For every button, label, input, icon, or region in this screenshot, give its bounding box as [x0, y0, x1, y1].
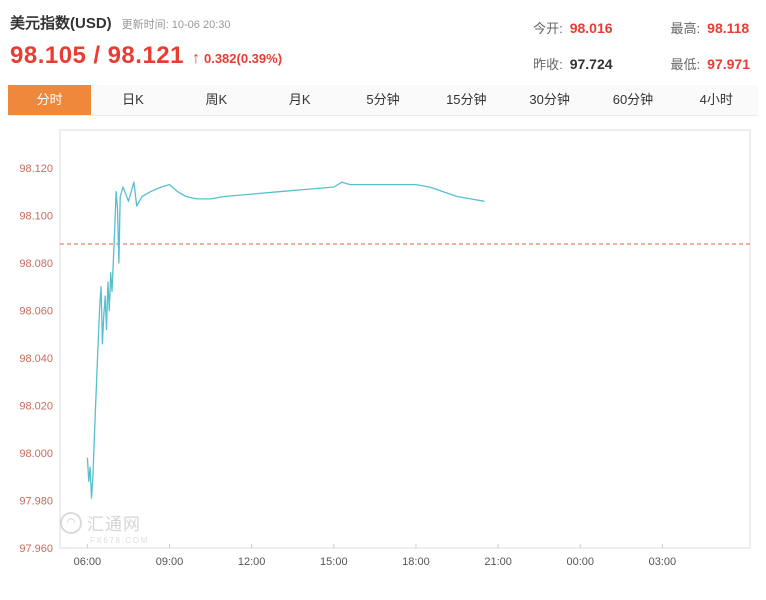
quote-main: 美元指数(USD) 更新时间: 10-06 20:30 98.105 / 98.… [10, 12, 282, 73]
ask-price: 98.121 [107, 42, 184, 69]
tab-5min[interactable]: 5分钟 [366, 92, 400, 107]
watermark-name: 汇通网 [87, 515, 141, 534]
svg-text:00:00: 00:00 [566, 556, 594, 568]
svg-text:98.120: 98.120 [19, 163, 53, 175]
svg-text:98.080: 98.080 [19, 258, 53, 270]
quote-stats: 今开: 98.016 最高: 98.118 昨收: 97.724 最低: 97.… [533, 12, 750, 73]
stat-prev-close: 昨收: 97.724 [533, 56, 613, 72]
svg-text:03:00: 03:00 [649, 556, 677, 568]
svg-text:98.060: 98.060 [19, 306, 53, 318]
price-separator: / [93, 42, 101, 69]
update-time: 更新时间: 10-06 20:30 [121, 19, 231, 31]
tab-daily-k[interactable]: 日K [122, 92, 144, 107]
svg-text:98.100: 98.100 [19, 211, 53, 223]
instrument-title: 美元指数(USD) [10, 15, 112, 32]
interval-tabs: 分时 日K 周K 月K 5分钟 15分钟 30分钟 60分钟 4小时 [8, 85, 758, 116]
tab-time-share[interactable]: 分时 [8, 85, 92, 115]
watermark-site: FX678.COM [90, 536, 149, 545]
quote-header: 美元指数(USD) 更新时间: 10-06 20:30 98.105 / 98.… [0, 0, 766, 77]
tab-30min[interactable]: 30分钟 [529, 92, 570, 107]
svg-text:21:00: 21:00 [484, 556, 512, 568]
up-arrow-icon: ↑ [191, 50, 200, 67]
fx678-watermark: ◠ 汇通网 FX678.COM [60, 510, 149, 545]
tab-60min[interactable]: 60分钟 [612, 92, 654, 107]
tab-weekly-k[interactable]: 周K [205, 92, 228, 107]
price-change: 0.382(0.39%) [203, 51, 283, 66]
svg-text:98.040: 98.040 [19, 353, 53, 365]
svg-text:15:00: 15:00 [320, 556, 348, 568]
tab-monthly-k[interactable]: 月K [288, 92, 311, 107]
price-row: 98.105 / 98.121 ↑ 0.382(0.39%) [10, 42, 282, 70]
tab-4hour[interactable]: 4小时 [699, 92, 733, 107]
svg-text:97.980: 97.980 [19, 496, 53, 508]
stat-low: 最低: 97.971 [670, 56, 750, 72]
chart-area: 98.120 98.100 98.080 98.060 98.040 98.020 98.0… [10, 124, 756, 581]
svg-text:06:00: 06:00 [74, 556, 102, 568]
tab-15min[interactable]: 15分钟 [446, 92, 487, 107]
stat-high: 最高: 98.118 [670, 20, 750, 36]
svg-text:09:00: 09:00 [156, 556, 184, 568]
svg-text:98.020: 98.020 [19, 401, 53, 413]
svg-text:98.000: 98.000 [19, 448, 53, 460]
stat-open: 今开: 98.016 [533, 20, 613, 36]
svg-text:12:00: 12:00 [238, 556, 266, 568]
price-chart[interactable]: 98.120 98.100 98.080 98.060 98.040 98.020 98.0… [10, 124, 756, 576]
svg-text:18:00: 18:00 [402, 556, 430, 568]
bid-price: 98.105 [10, 42, 87, 69]
svg-text:97.960: 97.960 [19, 543, 53, 555]
fx678-logo-icon: ◠ [60, 511, 82, 534]
